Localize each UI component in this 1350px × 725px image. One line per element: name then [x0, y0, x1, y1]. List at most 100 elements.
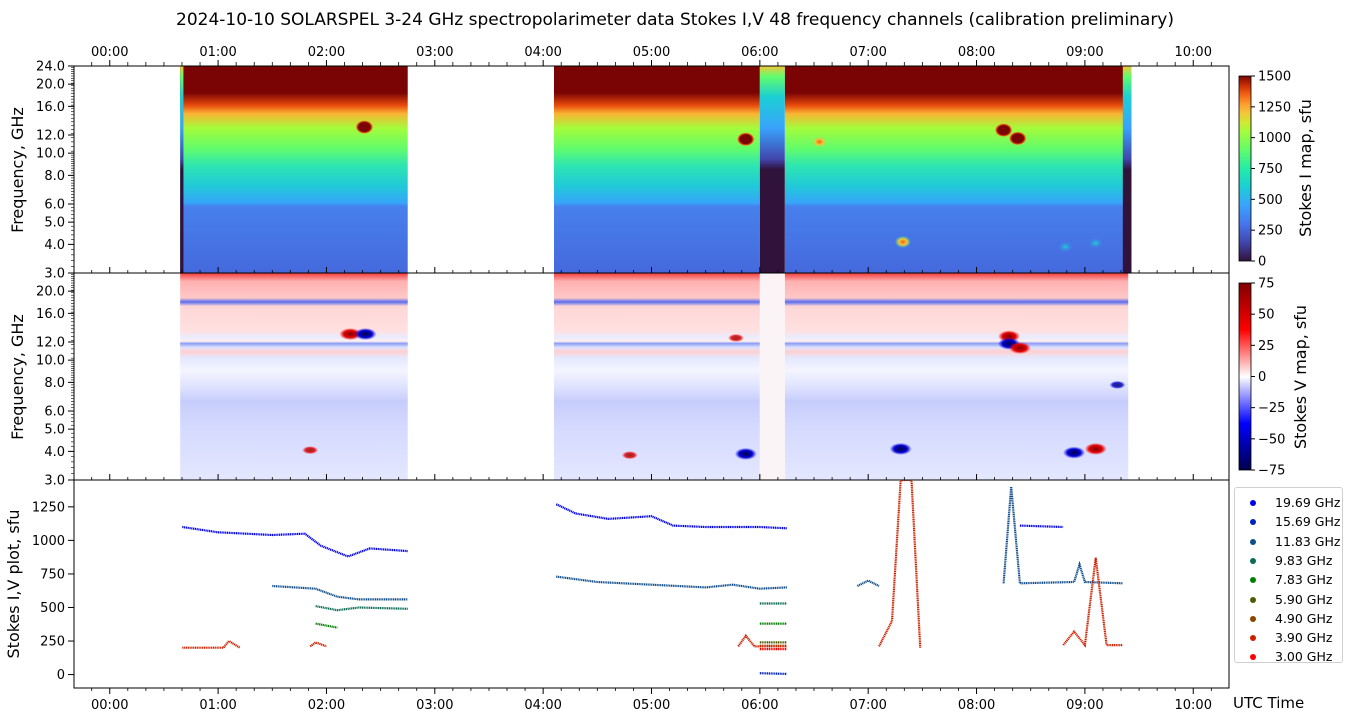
colorbar-tick-label: 25 — [1258, 339, 1275, 354]
colorbar-tick-label: 1000 — [1258, 131, 1291, 146]
y-tick-label: 12.0 — [36, 336, 65, 351]
legend-item: 19.69 GHz — [1235, 494, 1343, 513]
x-tick-label-top: 07:00 — [849, 45, 886, 60]
legend-marker-icon — [1250, 654, 1256, 661]
legend-label: 15.69 GHz — [1275, 514, 1341, 530]
stokes-i-bright-spot — [994, 123, 1013, 138]
y-tick-label: 16.0 — [36, 100, 65, 115]
legend-label: 11.83 GHz — [1275, 533, 1341, 549]
y-tick-label: 1250 — [32, 500, 65, 515]
x-tick-label-top: 09:00 — [1066, 45, 1103, 60]
stokes-i-bright-spot — [1008, 131, 1027, 146]
colorbar-tick-label: 500 — [1258, 193, 1283, 208]
ylabel-stokes-iv: Stokes I,V plot, sfu — [4, 510, 23, 659]
stokes-v-spot — [1084, 442, 1107, 455]
stokes-v-spot — [621, 451, 638, 460]
colorbar-ticks: 0 250 500 750 1000 1250 1500 −75 −50 −25 0 25 50 75 — [1251, 70, 1291, 479]
legend-item: 7.83 GHz — [1235, 571, 1343, 590]
series-line-3-90-GHz — [182, 639, 241, 649]
x-tick-label-top: 03:00 — [416, 45, 453, 60]
y-tick-label: 750 — [40, 567, 65, 582]
x-tick-label-bottom: 04:00 — [524, 698, 561, 713]
y-tick-label: 5.0 — [44, 216, 65, 231]
series-line-7-83-GHz — [315, 622, 338, 629]
y-tick-label: 10.0 — [36, 147, 65, 162]
y-tick-label: 24.0 — [36, 60, 65, 75]
stokes-v-spot — [1008, 341, 1031, 354]
x-tick-label-bottom: 00:00 — [91, 698, 128, 713]
legend-label: 9.83 GHz — [1275, 552, 1333, 568]
stokes-i-bright-spot — [894, 235, 911, 248]
legend-marker-icon — [1250, 500, 1256, 506]
stokes-i-calibration-strip — [1122, 66, 1132, 273]
x-tick-label-top: 10:00 — [1175, 45, 1212, 60]
y-tick-label: 20.0 — [36, 285, 65, 300]
legend-label: 3.00 GHz — [1275, 649, 1333, 665]
y-tick-label: 250 — [40, 635, 65, 650]
colorbar-tick-label: 1500 — [1258, 70, 1291, 85]
x-tick-label-top: 02:00 — [308, 45, 345, 60]
stokes-v-spot — [354, 328, 377, 341]
stokes-i-bright-spot — [1057, 240, 1074, 253]
legend-item: 4.90 GHz — [1235, 610, 1343, 629]
legend-marker-icon — [1250, 635, 1256, 642]
legend: 19.69 GHz 15.69 GHz 11.83 GHz 9.83 GHz 7.83 … — [1234, 487, 1343, 665]
stokes-i-data-block — [784, 66, 1129, 273]
legend-item: 3.90 GHz — [1235, 629, 1343, 648]
y-tick-label: 10.0 — [36, 354, 65, 369]
y-tick-label: 6.0 — [44, 198, 65, 213]
y-tick-label: 20.0 — [36, 78, 65, 93]
legend-marker-icon — [1250, 615, 1256, 622]
series-line-3-90-GHz — [737, 633, 787, 648]
legend-marker-icon — [1250, 577, 1256, 584]
stokes-v-spot — [734, 447, 757, 460]
colorbar-label-stokes-v: Stokes V map, sfu — [1291, 305, 1310, 449]
y-tick-label: 1000 — [32, 534, 65, 549]
colorbar-tick-label: −25 — [1258, 401, 1285, 416]
x-tick-label-top: 00:00 — [91, 45, 128, 60]
y-tick-label: 16.0 — [36, 307, 65, 322]
ylabel-stokes-i: Frequency, GHz — [8, 107, 27, 233]
stokes-v-data-block — [784, 273, 1129, 480]
colorbar-tick-label: 50 — [1258, 308, 1275, 323]
stokes-i-panel — [180, 66, 1132, 273]
colorbar-stokes-v — [1238, 282, 1252, 471]
y-tick-label: 4.0 — [44, 445, 65, 460]
series-line-3-90-GHz — [1062, 557, 1123, 648]
legend-item: 9.83 GHz — [1235, 552, 1343, 571]
colorbar-tick-label: 1250 — [1258, 100, 1291, 115]
series-line-11-83-GHz — [856, 579, 880, 587]
x-tick-label-top: 08:00 — [958, 45, 995, 60]
x-tick-label-bottom: 10:00 — [1175, 698, 1212, 713]
legend-marker-icon — [1250, 538, 1256, 545]
stokes-v-calibration-block — [759, 273, 785, 480]
colorbar-tick-label: 75 — [1258, 277, 1275, 292]
stokes-i-calibration-block — [759, 66, 785, 273]
legend-marker-icon — [1250, 519, 1256, 526]
legend-marker-icon — [1250, 557, 1256, 564]
stokes-i-bright-spot — [811, 135, 828, 148]
series-line-19-69-GHz — [555, 503, 787, 530]
y-tick-label: 8.0 — [44, 376, 65, 391]
y-tick-label: 500 — [40, 601, 65, 616]
x-tick-label-bottom: 07:00 — [849, 698, 886, 713]
x-tick-label-top: 01:00 — [199, 45, 236, 60]
legend-label: 7.83 GHz — [1275, 572, 1333, 588]
series-line-11-83-GHz — [1002, 486, 1123, 585]
y-tick-label: 8.0 — [44, 169, 65, 184]
series-line-3-90-GHz — [878, 480, 922, 648]
y-tick-label: 0 — [57, 668, 65, 683]
y-tick-label: 12.0 — [36, 129, 65, 144]
y-tick-label: 3.0 — [44, 474, 65, 489]
stokes-i-calibration-strip — [180, 66, 184, 273]
legend-marker-icon — [1250, 596, 1256, 603]
stokes-i-bright-spot — [355, 120, 374, 135]
x-tick-label-bottom: 03:00 — [416, 698, 453, 713]
ylabel-stokes-v: Frequency, GHz — [8, 314, 27, 440]
series-line-11-83-GHz — [272, 584, 408, 601]
colorbar-tick-label: −75 — [1258, 464, 1285, 479]
colorbar-tick-label: 0 — [1258, 255, 1266, 270]
y-tick-label: 6.0 — [44, 405, 65, 420]
colorbar-label-stokes-i: Stokes I map, sfu — [1296, 99, 1315, 237]
